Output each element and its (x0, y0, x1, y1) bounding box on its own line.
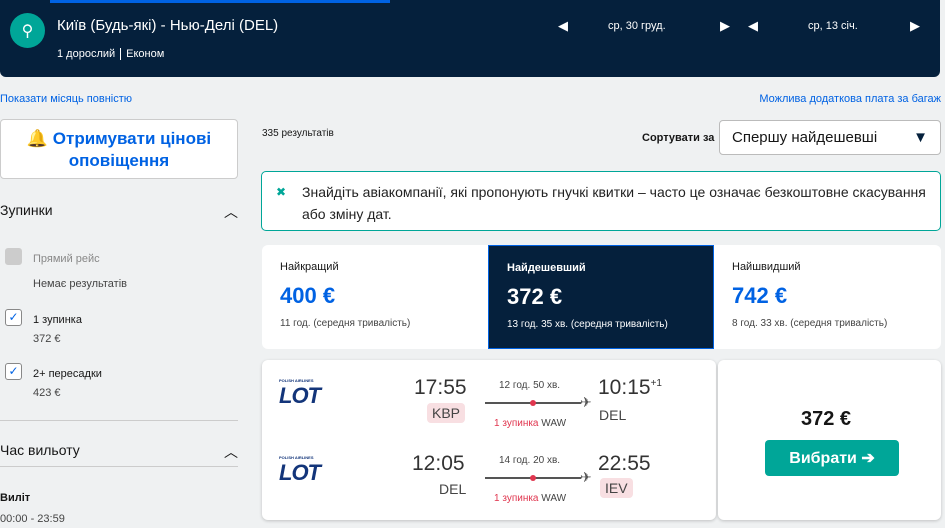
next-depart-date-icon[interactable]: ▶ (720, 18, 730, 33)
sort-label: Сортувати за (642, 132, 715, 144)
tab-cheapest[interactable]: Найдешевший 372 € 13 год. 35 хв. (середня … (488, 245, 714, 349)
tab-label: Найшвидший (732, 261, 801, 273)
show-month-link[interactable]: Показати місяць повністю (0, 93, 133, 105)
tab-detail: 11 год. (середня тривалість) (280, 318, 411, 329)
chevron-up-icon: ︿ (224, 204, 238, 220)
leg1-arr-time: 10:15+1 (598, 376, 662, 399)
leg1-stops: 1 зупинка WAW (494, 418, 567, 429)
one-stop-label: 1 зупинка (33, 314, 82, 326)
banner-text: Знайдіть авіакомпанії, які пропонують гн… (302, 184, 926, 222)
leg1-duration: 12 год. 50 хв. (499, 380, 561, 391)
chevron-down-icon: ▼ (913, 129, 928, 146)
stop-dot (530, 400, 536, 406)
leg2-duration: 14 год. 20 хв. (499, 455, 561, 466)
leg2-arr-time: 22:55 (598, 452, 651, 475)
results-count: 335 результатів (262, 128, 334, 139)
direct-sub: Немає результатів (33, 278, 127, 290)
sort-value: Спершу найдешевші (732, 129, 878, 146)
select-flight-button[interactable]: Вибрати ➔ (765, 440, 899, 476)
cabin-class: Економ (126, 48, 165, 60)
depart-time-range: 00:00 - 23:59 (0, 513, 65, 525)
lot-logo: POLISH AIRLINES LOT (279, 455, 321, 485)
return-date[interactable]: ср, 13 січ. (808, 20, 858, 32)
flight-itinerary[interactable] (262, 360, 716, 520)
leg2-route-line (485, 475, 581, 481)
flight-price: 372 € (801, 408, 852, 430)
plane-icon: ✈ (580, 469, 592, 485)
leg2-dep-time: 12:05 (412, 452, 465, 475)
bell-icon: 🔔 (26, 129, 49, 148)
two-stops-label: 2+ пересадки (33, 368, 102, 380)
tab-price: 400 € (280, 283, 336, 308)
prev-return-date-icon[interactable]: ◀ (748, 18, 758, 33)
price-alert-button[interactable]: 🔔 Отримувати цінові оповіщення (0, 119, 238, 179)
tab-best[interactable]: Найкращий 400 € 11 год. (середня триваліст… (262, 245, 488, 349)
divider (0, 420, 238, 421)
next-return-date-icon[interactable]: ▶ (910, 18, 920, 33)
direct-checkbox[interactable] (5, 248, 22, 265)
leg1-arr-code: DEL (599, 407, 627, 423)
leg1-route-line (485, 400, 581, 406)
ticket-icon: ✖ (276, 185, 287, 199)
direct-label: Прямий рейс (33, 253, 100, 265)
stops-section-header[interactable]: Зупинки ︿ (0, 202, 238, 222)
leg1-dep-time: 17:55 (414, 376, 467, 399)
baggage-fee-link[interactable]: Можлива додаткова плата за багаж (759, 93, 941, 105)
one-stop-checkbox[interactable]: ✓ (5, 309, 22, 326)
tab-fastest[interactable]: Найшвидший 742 € 8 год. 33 хв. (середня тр… (714, 245, 941, 349)
leg2-dep-code: DEL (439, 481, 467, 497)
tab-price: 742 € (732, 283, 788, 308)
stop-dot (530, 475, 536, 481)
route-title[interactable]: Київ (Будь-які) - Нью-Делі (DEL) (57, 17, 279, 34)
tab-detail: 8 год. 33 хв. (середня тривалість) (732, 318, 888, 329)
top-tab-indicator (50, 0, 390, 3)
tab-label: Найкращий (280, 261, 339, 273)
two-stops-checkbox[interactable]: ✓ (5, 363, 22, 380)
depart-date[interactable]: ср, 30 груд. (608, 20, 666, 32)
passengers-cabin[interactable]: 1 дорослий Економ (57, 48, 165, 61)
two-stops-price: 423 € (33, 387, 61, 399)
divider (0, 466, 238, 467)
time-title: Час вильоту (0, 442, 80, 458)
lot-logo: POLISH AIRLINES LOT (279, 378, 321, 408)
tab-label: Найдешевший (507, 262, 586, 274)
search-icon[interactable]: ⚲ (10, 13, 45, 48)
leg2-arr-code: IEV (600, 478, 633, 498)
one-stop-price: 372 € (33, 333, 61, 345)
sort-select[interactable]: Спершу найдешевші ▼ (719, 120, 941, 155)
plane-icon: ✈ (580, 394, 592, 410)
leg1-dep-code: KBP (427, 403, 466, 423)
price-alert-label: Отримувати цінові оповіщення (52, 129, 212, 170)
flexible-tickets-banner: ✖ Знайдіть авіакомпанії, які пропонують г… (261, 171, 941, 231)
depart-time-label: Виліт (0, 492, 31, 504)
search-summary-bar (0, 0, 940, 77)
tab-price: 372 € (507, 284, 563, 309)
tab-detail: 13 год. 35 хв. (середня тривалість) (507, 319, 668, 330)
chevron-up-icon: ︿ (224, 444, 238, 460)
stops-title: Зупинки (0, 202, 53, 218)
leg2-stops: 1 зупинка WAW (494, 493, 567, 504)
prev-depart-date-icon[interactable]: ◀ (558, 18, 568, 33)
passengers: 1 дорослий (57, 48, 116, 60)
time-section-header[interactable]: Час вильоту ︿ (0, 442, 238, 462)
